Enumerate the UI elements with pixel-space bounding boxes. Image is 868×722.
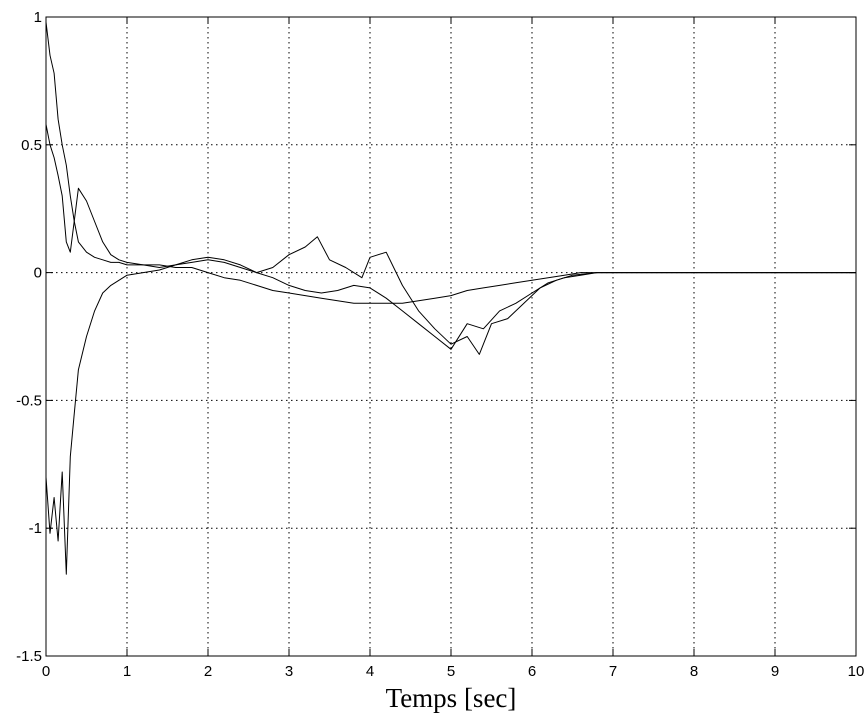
x-tick-label: 9 [771, 663, 779, 680]
x-tick-label: 5 [447, 663, 455, 680]
x-tick-label: 6 [528, 663, 536, 680]
x-axis-label: Temps [sec] [386, 683, 517, 713]
tick-marks [45, 16, 857, 657]
x-tick-label: 2 [204, 663, 212, 680]
x-tick-label: 4 [366, 663, 374, 680]
y-tick-label: 1 [34, 9, 42, 26]
series-line-3 [45, 256, 856, 575]
y-tick-label: -1.5 [16, 648, 42, 665]
x-tick-label: 3 [285, 663, 293, 680]
y-tick-label: 0.5 [21, 137, 42, 154]
series-line-2 [45, 124, 856, 355]
y-tick-labels: 1 0.5 0 -0.5 -1 -1.5 [16, 9, 42, 665]
x-tick-label: 1 [123, 663, 131, 680]
y-tick-label: 0 [34, 265, 42, 282]
x-tick-labels: 0 1 2 3 4 5 6 7 8 9 10 [42, 663, 865, 680]
x-tick-label: 0 [42, 663, 50, 680]
series-line-1 [45, 22, 856, 304]
x-tick-label: 8 [690, 663, 698, 680]
x-tick-label: 7 [609, 663, 617, 680]
grid-lines [46, 17, 856, 656]
x-tick-label: 10 [848, 663, 865, 680]
series-group [45, 22, 856, 575]
y-tick-label: -0.5 [16, 392, 42, 409]
y-tick-label: -1 [29, 520, 42, 537]
